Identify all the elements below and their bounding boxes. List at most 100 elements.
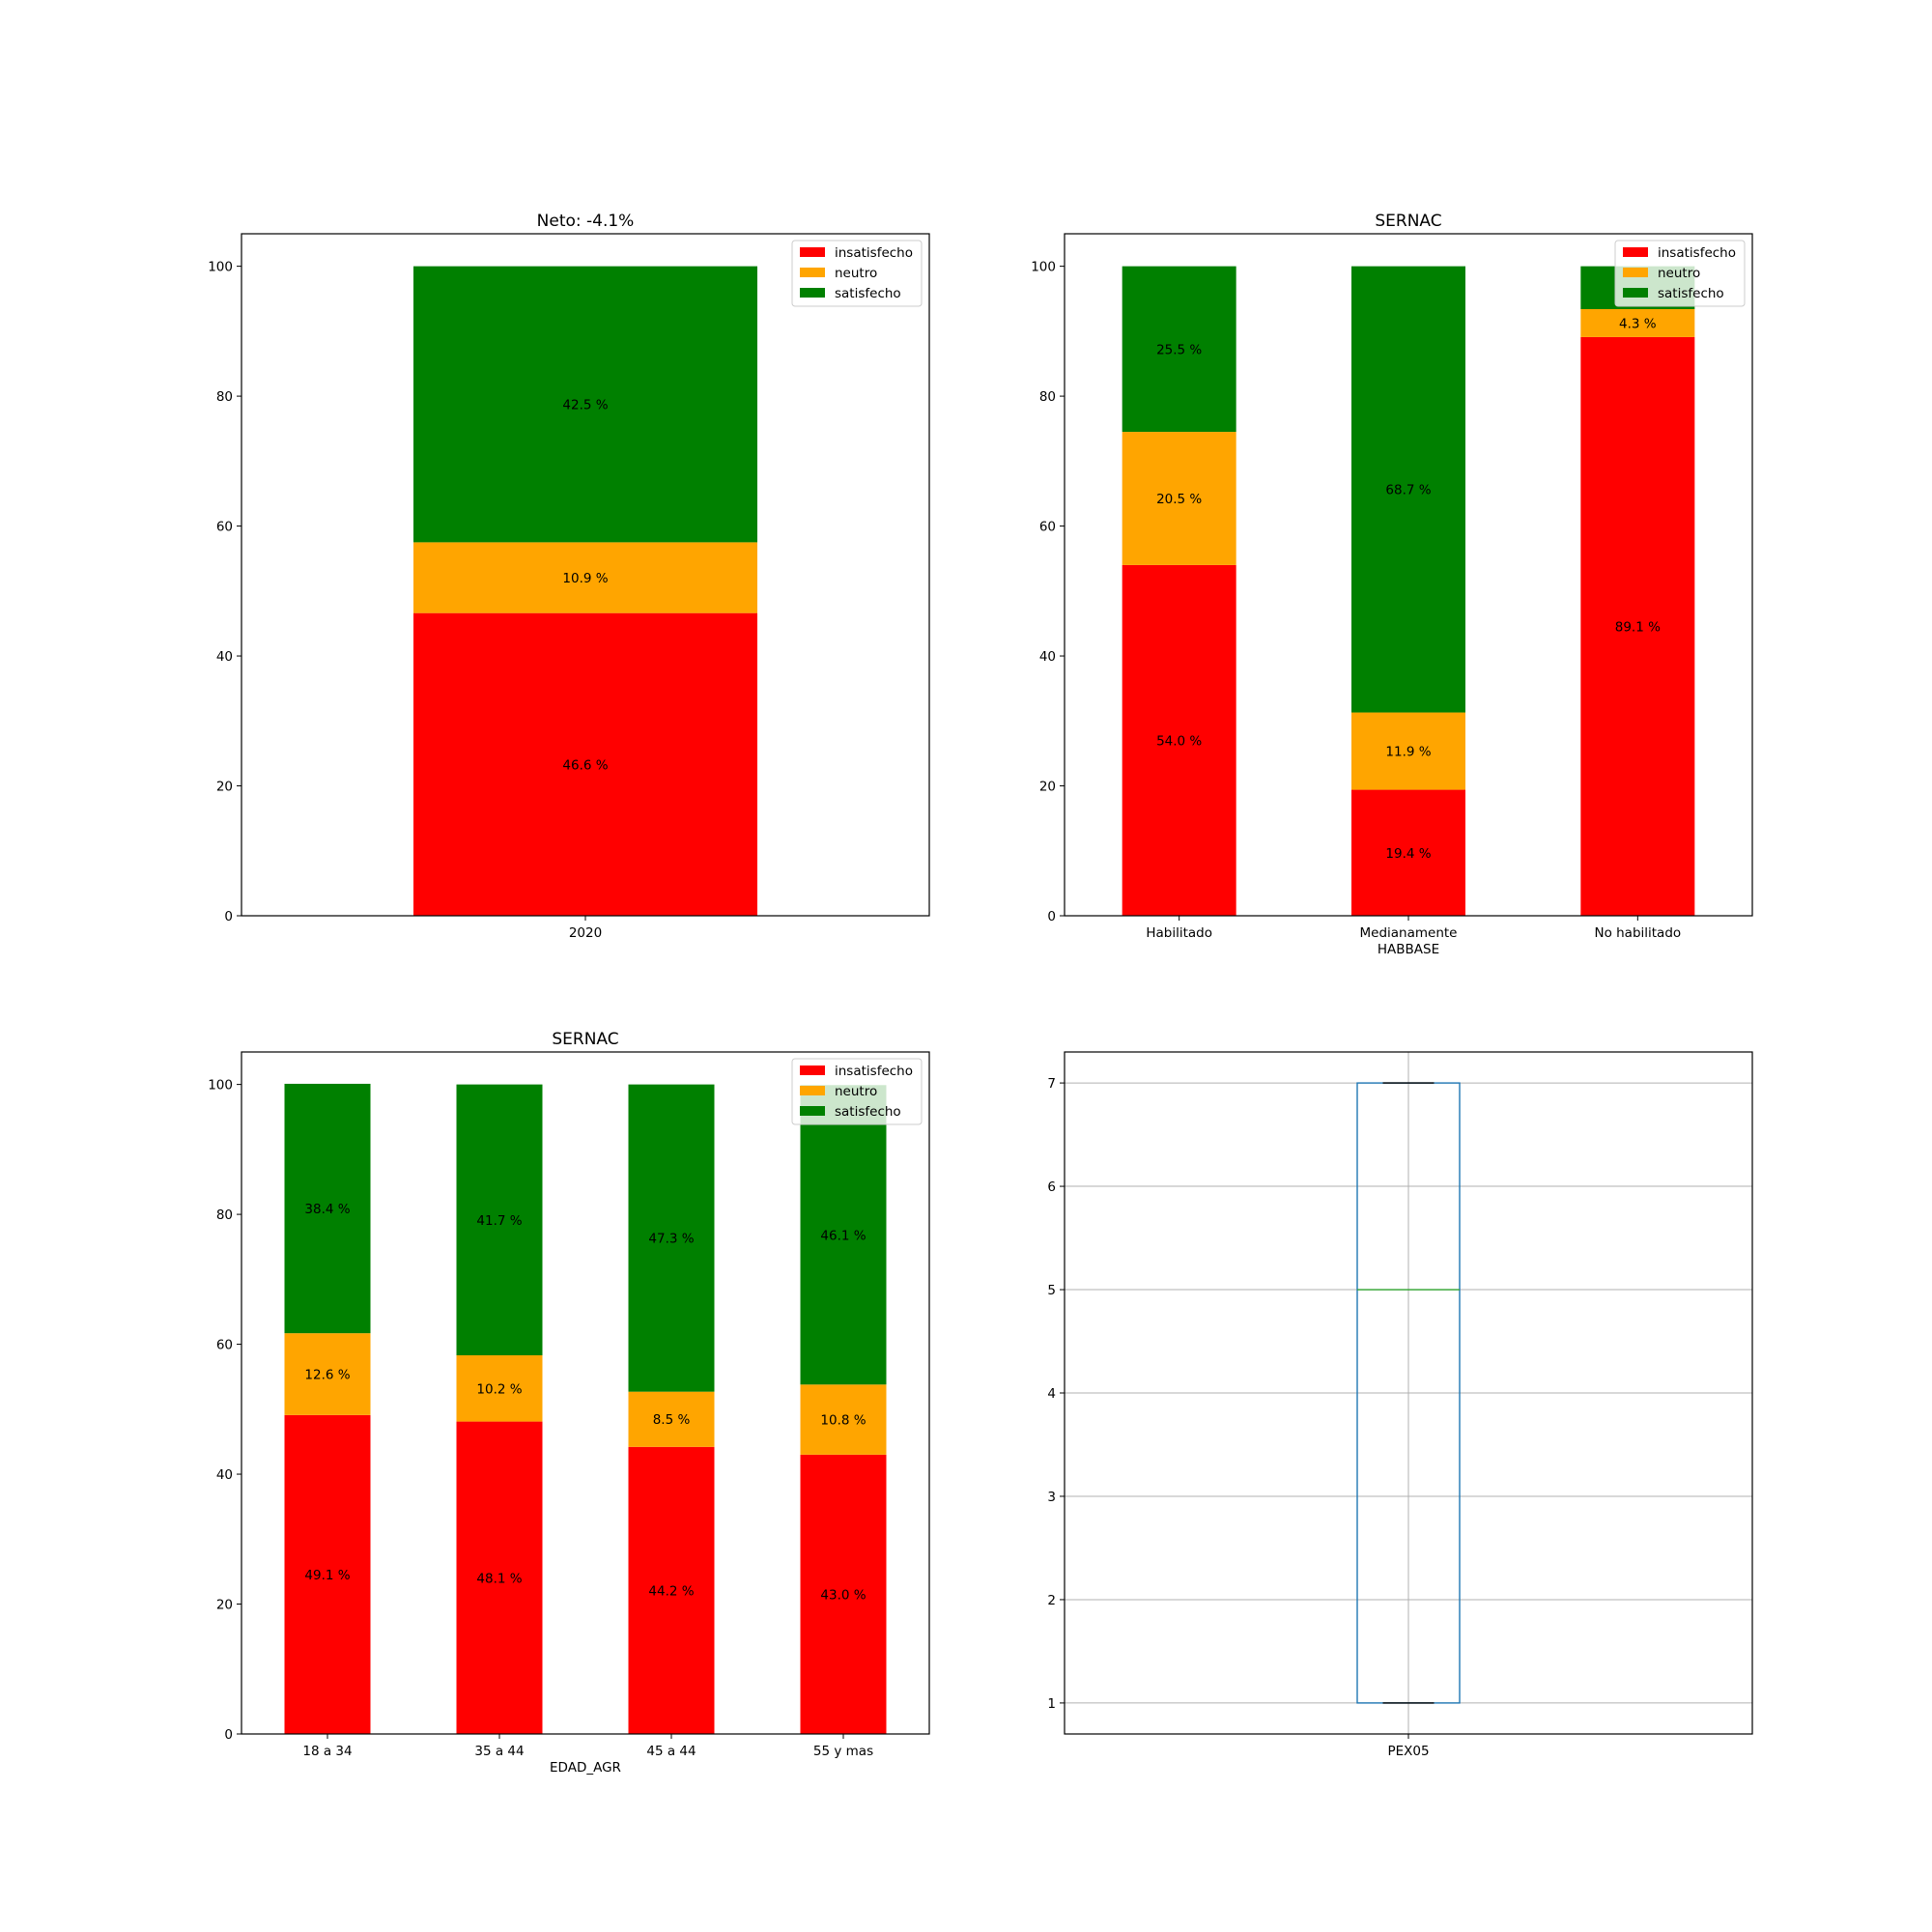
chart-title: SERNAC [552,1030,618,1049]
axes-frame [241,1051,930,1735]
bar-value-label: 38.4 % [304,1202,350,1217]
legend-label-neutro: neutro [1658,266,1700,281]
bar-value-label: 46.1 % [820,1228,866,1243]
bar-value-label: 68.7 % [1385,483,1431,498]
chart-edad: SERNAC EDAD_AGR 49.1 % 12.6 % 38.4 % 48.1 %… [208,1030,930,1776]
y-tick-label: 100 [208,260,233,275]
y-tick-label: 80 [216,1208,233,1223]
bar-value-label: 25.5 % [1156,342,1202,357]
legend-swatch-neutro [800,268,825,277]
x-tick-label: 55 y mas [813,1744,873,1759]
x-tick-label: Habilitado [1146,925,1212,941]
bar-insatisfecho [628,1446,715,1734]
bar-insatisfecho [1580,336,1695,916]
y-tick-label: 60 [216,1338,233,1353]
bar-value-label: 46.6 % [562,757,608,773]
bar-value-label: 44.2 % [648,1583,694,1599]
chart-neto: Neto: -4.1% 46.6 % 10.9 % 42.5 % 0 20 40 60 80 1… [208,212,930,941]
bar-satisfecho [456,1084,543,1356]
y-tick-label: 80 [216,389,233,405]
bar-value-label: 10.9 % [562,571,608,586]
x-tick-label: 35 a 44 [474,1744,524,1759]
y-tick-label: 20 [1039,780,1056,795]
bar-value-label: 41.7 % [476,1213,522,1229]
y-tick-label: 80 [1039,389,1056,405]
bar-value-label: 42.5 % [562,398,608,413]
legend-swatch-neutro [800,1086,825,1095]
bar-satisfecho [800,1085,887,1385]
legend-label-neutro: neutro [835,1084,877,1099]
bar-insatisfecho [1122,564,1236,916]
legend: insatisfecho neutro satisfecho [791,1058,923,1125]
y-tick-label: 5 [1047,1283,1056,1298]
x-axis-label: EDAD_AGR [550,1760,621,1776]
bar-insatisfecho [800,1454,887,1734]
plot-area: 54.0 % 20.5 % 25.5 % 19.4 % 11.9 % 68.7 % 89.1… [1031,233,1753,941]
legend-swatch-satisfecho [800,1106,825,1116]
chart-habbase: SERNAC HABBASE 54.0 % 20.5 % 25.5 % 19.4 % 1… [1031,212,1753,957]
y-tick-label: 2 [1047,1593,1056,1608]
bar-neutro [1580,308,1695,337]
legend-swatch-neutro [1623,268,1648,277]
y-tick-label: 40 [216,1467,233,1483]
bar-insatisfecho [456,1421,543,1734]
legend-label-satisfecho: satisfecho [1658,286,1724,301]
legend-label-neutro: neutro [835,266,877,281]
plot-area: 49.1 % 12.6 % 38.4 % 48.1 % 10.2 % 41.7 % 44.2… [208,1051,930,1759]
legend: insatisfecho neutro satisfecho [791,240,923,307]
bar-satisfecho [628,1084,715,1392]
legend-label-insatisfecho: insatisfecho [835,1064,913,1079]
x-tick-label: Medianamente [1360,925,1458,941]
plot-area: 46.6 % 10.9 % 42.5 % 0 20 40 60 80 100 2020 [208,233,930,941]
y-tick-label: 100 [208,1078,233,1094]
bar-satisfecho [284,1083,371,1334]
legend-swatch-satisfecho [1623,288,1648,298]
bar-insatisfecho [413,612,757,916]
y-tick-label: 60 [1039,520,1056,535]
bar-value-label: 54.0 % [1156,733,1202,749]
x-tick-label: 45 a 44 [646,1744,696,1759]
bar-neutro [800,1384,887,1455]
y-tick-label: 1 [1047,1696,1056,1712]
bar-value-label: 48.1 % [476,1571,522,1586]
y-tick-label: 40 [1039,649,1056,665]
y-tick-label: 6 [1047,1179,1056,1195]
bar-satisfecho [1351,266,1465,713]
legend-swatch-insatisfecho [800,1065,825,1075]
x-tick-label: 2020 [569,925,602,941]
bar-neutro [456,1355,543,1422]
bar-value-label: 11.9 % [1385,745,1431,760]
legend-swatch-satisfecho [800,288,825,298]
legend-label-insatisfecho: insatisfecho [1658,245,1736,261]
plot-area: 1 2 3 4 5 6 7 PEX05 [1047,1051,1753,1759]
bar-value-label: 47.3 % [648,1232,694,1247]
y-tick-label: 4 [1047,1386,1056,1402]
bar-neutro [1122,432,1236,565]
bar-neutro [413,542,757,613]
bar-neutro [284,1333,371,1415]
bar-neutro [628,1391,715,1447]
x-tick-label: No habilitado [1594,925,1681,941]
bar-satisfecho [1122,266,1236,433]
bar-value-label: 12.6 % [304,1368,350,1383]
chart-pex05-boxplot: 1 2 3 4 5 6 7 PEX05 [1047,1051,1753,1759]
bar-satisfecho [413,266,757,543]
bar-insatisfecho [1351,789,1465,916]
bar-value-label: 10.8 % [820,1413,866,1429]
x-axis-label: HABBASE [1378,942,1439,957]
bar-insatisfecho [284,1414,371,1734]
legend-label-satisfecho: satisfecho [835,1104,901,1120]
legend-label-satisfecho: satisfecho [835,286,901,301]
x-tick-label: PEX05 [1387,1744,1429,1759]
y-tick-label: 20 [216,780,233,795]
y-tick-label: 100 [1031,260,1056,275]
x-tick-label: 18 a 34 [302,1744,352,1759]
bar-neutro [1351,712,1465,790]
y-tick-label: 7 [1047,1076,1056,1092]
chart-title: SERNAC [1375,212,1441,231]
y-tick-label: 0 [224,909,233,924]
y-tick-label: 20 [216,1598,233,1613]
bar-value-label: 8.5 % [653,1412,691,1428]
legend: insatisfecho neutro satisfecho [1614,240,1746,307]
